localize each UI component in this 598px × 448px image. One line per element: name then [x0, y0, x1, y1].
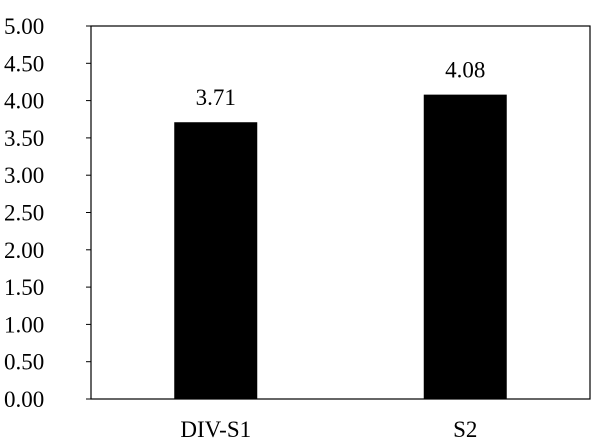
x-tick-label: DIV-S1	[180, 417, 251, 442]
y-tick-label: 5.00	[4, 14, 44, 39]
y-tick-label: 0.50	[4, 350, 44, 375]
x-axis: DIV-S1 S2	[180, 417, 477, 442]
y-tick-label: 0.00	[4, 387, 44, 412]
x-tick-label: S2	[453, 417, 477, 442]
bars-group	[174, 94, 507, 399]
y-tick-label: 3.00	[4, 163, 44, 188]
data-label: 4.08	[445, 58, 485, 83]
plot-area	[90, 25, 591, 400]
data-label: 3.71	[196, 85, 236, 110]
y-tick-label: 4.00	[4, 89, 44, 114]
y-tick-label: 3.50	[4, 126, 44, 151]
plot-border	[90, 25, 591, 400]
bar-s2	[423, 94, 507, 399]
y-tick-label: 1.50	[4, 275, 44, 300]
y-axis: 0.00 0.50 1.00 1.50 2.00 2.50 3.00 3.50 4.00 4.50…	[4, 14, 91, 412]
y-tick-label: 1.00	[4, 312, 44, 337]
y-tick-label: 2.50	[4, 201, 44, 226]
bar-div-s1	[174, 122, 258, 399]
y-tick-label: 4.50	[4, 51, 44, 76]
data-labels-group: 3.71 4.08	[196, 58, 486, 111]
y-tick-label: 2.00	[4, 238, 44, 263]
